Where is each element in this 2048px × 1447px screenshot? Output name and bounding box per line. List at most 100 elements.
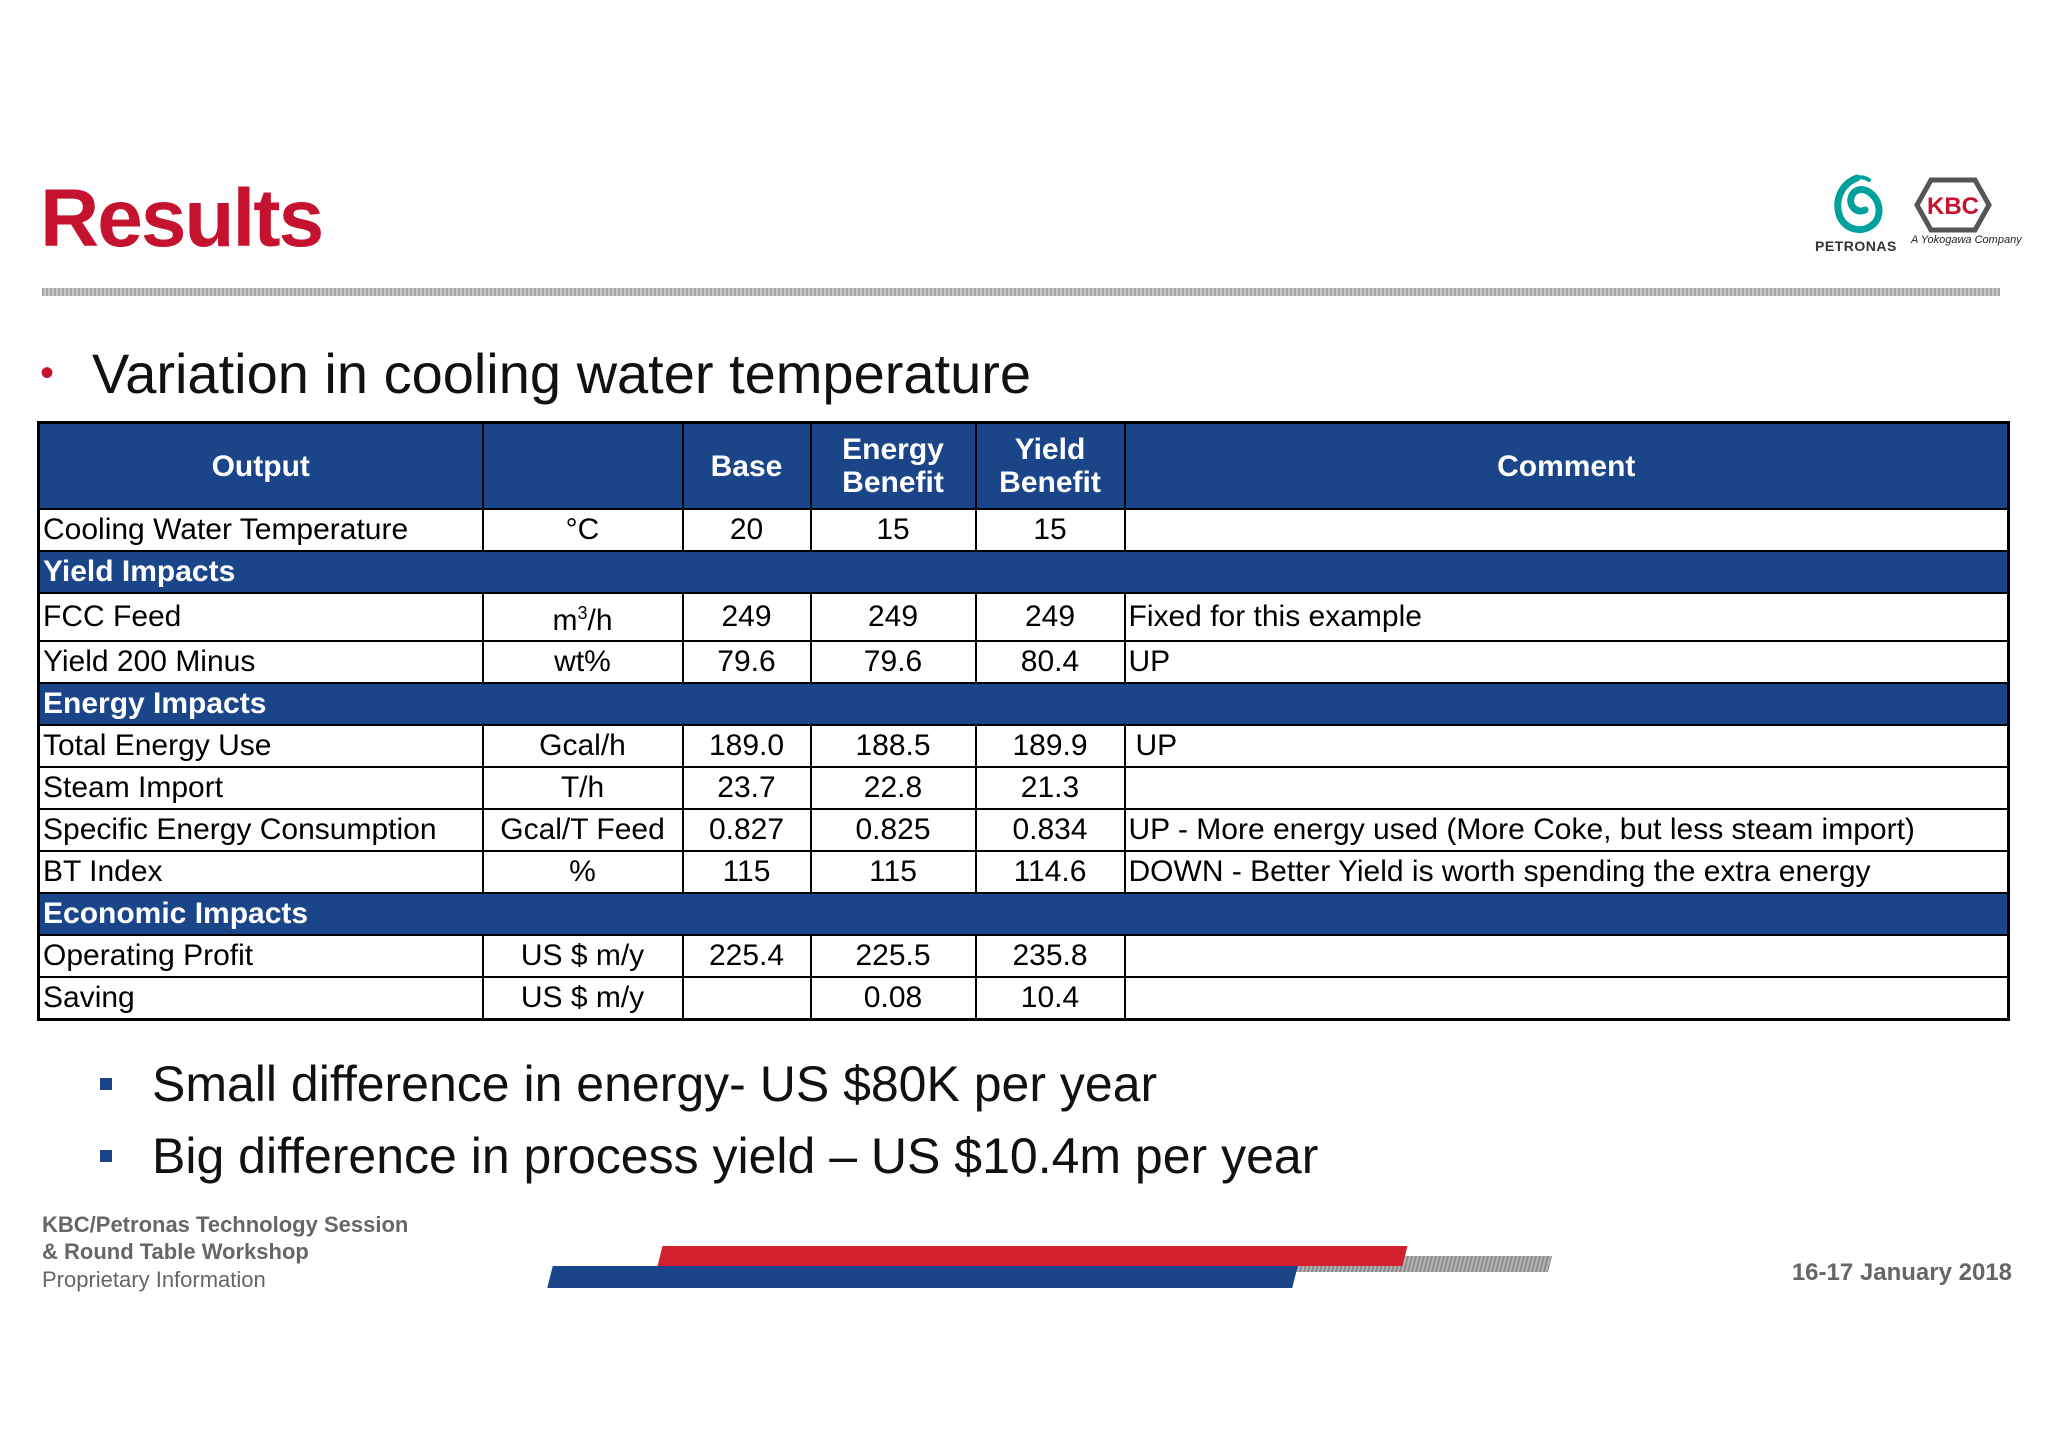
table-row: Cooling Water Temperature °C 20 15 15 bbox=[37, 508, 2010, 552]
summary-item: Big difference in process yield – US $10… bbox=[100, 1122, 1318, 1190]
table-row: Specific Energy Consumption Gcal/T Feed … bbox=[37, 808, 2010, 852]
header-line: Yield bbox=[1014, 433, 1086, 466]
cell-comment bbox=[1123, 508, 2010, 552]
section-label: Energy Impacts bbox=[37, 682, 2010, 726]
section-label: Yield Impacts bbox=[37, 550, 2010, 594]
cell-comment bbox=[1123, 766, 2010, 810]
cell-yield: 114.6 bbox=[974, 850, 1126, 894]
bullet-icon: • bbox=[40, 351, 55, 395]
cell-unit: US $ m/y bbox=[481, 934, 684, 978]
cell-energy: 0.08 bbox=[809, 976, 977, 1021]
cell-unit: Gcal/h bbox=[481, 724, 684, 768]
cell-energy: 22.8 bbox=[809, 766, 977, 810]
cell-unit: T/h bbox=[481, 766, 684, 810]
cell-comment: DOWN - Better Yield is worth spending th… bbox=[1123, 850, 2010, 894]
cell-unit: Gcal/T Feed bbox=[481, 808, 684, 852]
cell-output: Operating Profit bbox=[37, 934, 484, 978]
footer-stripe-blue bbox=[547, 1266, 1298, 1288]
summary-item: Small difference in energy- US $80K per … bbox=[100, 1050, 1157, 1118]
cell-base bbox=[681, 976, 812, 1021]
cell-output: Total Energy Use bbox=[37, 724, 484, 768]
cell-yield: 80.4 bbox=[974, 640, 1126, 684]
cell-energy: 225.5 bbox=[809, 934, 977, 978]
table-header-row: Output Base Energy Benefit Yield Benefit C… bbox=[37, 421, 2010, 510]
section-row-energy: Energy Impacts bbox=[37, 682, 2010, 726]
col-header-base: Base bbox=[681, 421, 812, 510]
cell-comment: UP - More energy used (More Coke, but le… bbox=[1123, 808, 2010, 852]
cell-base: 23.7 bbox=[681, 766, 812, 810]
results-table: Output Base Energy Benefit Yield Benefit C… bbox=[37, 421, 2010, 1021]
footer-stripe-red bbox=[657, 1246, 1408, 1266]
cell-yield: 0.834 bbox=[974, 808, 1126, 852]
table-row: Operating Profit US $ m/y 225.4 225.5 23… bbox=[37, 934, 2010, 978]
kbc-logo-icon: KBC bbox=[1914, 177, 1992, 233]
cell-output: Steam Import bbox=[37, 766, 484, 810]
subtitle: Variation in cooling water temperature bbox=[92, 341, 1032, 405]
unit-main: m bbox=[552, 604, 578, 637]
footer-session: KBC/Petronas Technology Session bbox=[42, 1212, 409, 1237]
cell-unit: % bbox=[481, 850, 684, 894]
table-row: Steam Import T/h 23.7 22.8 21.3 bbox=[37, 766, 2010, 810]
cell-unit: °C bbox=[481, 508, 684, 552]
cell-base: 225.4 bbox=[681, 934, 812, 978]
section-row-economic: Economic Impacts bbox=[37, 892, 2010, 936]
cell-base: 79.6 bbox=[681, 640, 812, 684]
cell-unit: US $ m/y bbox=[481, 976, 684, 1021]
summary-text: Big difference in process yield – US $10… bbox=[152, 1128, 1319, 1184]
footer-workshop: & Round Table Workshop bbox=[42, 1239, 309, 1264]
col-header-yield-benefit: Yield Benefit bbox=[974, 421, 1126, 510]
kbc-tagline: A Yokogawa Company bbox=[1911, 234, 2022, 246]
cell-base: 115 bbox=[681, 850, 812, 894]
cell-output: Specific Energy Consumption bbox=[37, 808, 484, 852]
cell-output: Cooling Water Temperature bbox=[37, 508, 484, 552]
logo-group: PETRONAS KBC A Yokogawa Company bbox=[1815, 170, 2022, 260]
unit-superscript: 3 bbox=[577, 603, 588, 623]
cell-unit: m3/h bbox=[481, 592, 684, 642]
col-header-comment: Comment bbox=[1123, 421, 2010, 510]
section-label: Economic Impacts bbox=[37, 892, 2010, 936]
cell-comment: UP bbox=[1123, 640, 2010, 684]
square-bullet-icon bbox=[100, 1150, 112, 1162]
cell-energy: 15 bbox=[809, 508, 977, 552]
table-row: Saving US $ m/y 0.08 10.4 bbox=[37, 976, 2010, 1021]
cell-energy: 249 bbox=[809, 592, 977, 642]
cell-energy: 188.5 bbox=[809, 724, 977, 768]
cell-yield: 235.8 bbox=[974, 934, 1126, 978]
cell-comment: Fixed for this example bbox=[1123, 592, 2010, 642]
cell-output: Saving bbox=[37, 976, 484, 1021]
cell-base: 0.827 bbox=[681, 808, 812, 852]
square-bullet-icon bbox=[100, 1078, 112, 1090]
cell-output: FCC Feed bbox=[37, 592, 484, 642]
summary-text: Small difference in energy- US $80K per … bbox=[152, 1056, 1158, 1112]
table-row: BT Index % 115 115 114.6 DOWN - Better Y… bbox=[37, 850, 2010, 894]
header-line: Energy bbox=[842, 433, 944, 466]
petronas-logo-icon bbox=[1834, 174, 1883, 233]
footer-date: 16-17 January 2018 bbox=[1791, 1259, 2012, 1286]
cell-unit: wt% bbox=[481, 640, 684, 684]
petronas-wordmark: PETRONAS bbox=[1815, 238, 1897, 254]
title-divider bbox=[42, 288, 2000, 296]
unit-tail: /h bbox=[587, 604, 613, 637]
cell-comment bbox=[1123, 934, 2010, 978]
cell-yield: 10.4 bbox=[974, 976, 1126, 1021]
cell-yield: 249 bbox=[974, 592, 1126, 642]
table-row: FCC Feed m3/h 249 249 249 Fixed for this… bbox=[37, 592, 2010, 642]
cell-base: 20 bbox=[681, 508, 812, 552]
header-line: Benefit bbox=[842, 466, 944, 499]
cell-comment: UP bbox=[1123, 724, 2010, 768]
cell-energy: 115 bbox=[809, 850, 977, 894]
cell-yield: 189.9 bbox=[974, 724, 1126, 768]
col-header-unit bbox=[481, 421, 684, 510]
cell-comment bbox=[1123, 976, 2010, 1021]
cell-output: Yield 200 Minus bbox=[37, 640, 484, 684]
cell-energy: 79.6 bbox=[809, 640, 977, 684]
footer-proprietary: Proprietary Information bbox=[42, 1267, 266, 1292]
table-row: Yield 200 Minus wt% 79.6 79.6 80.4 UP bbox=[37, 640, 2010, 684]
page-title: Results bbox=[40, 173, 324, 264]
cell-energy: 0.825 bbox=[809, 808, 977, 852]
cell-yield: 21.3 bbox=[974, 766, 1126, 810]
kbc-logo-text: KBC bbox=[1927, 193, 1979, 220]
header-line: Benefit bbox=[999, 466, 1101, 499]
table-row: Total Energy Use Gcal/h 189.0 188.5 189.… bbox=[37, 724, 2010, 768]
subtitle-row: • Variation in cooling water temperature bbox=[40, 340, 1031, 406]
